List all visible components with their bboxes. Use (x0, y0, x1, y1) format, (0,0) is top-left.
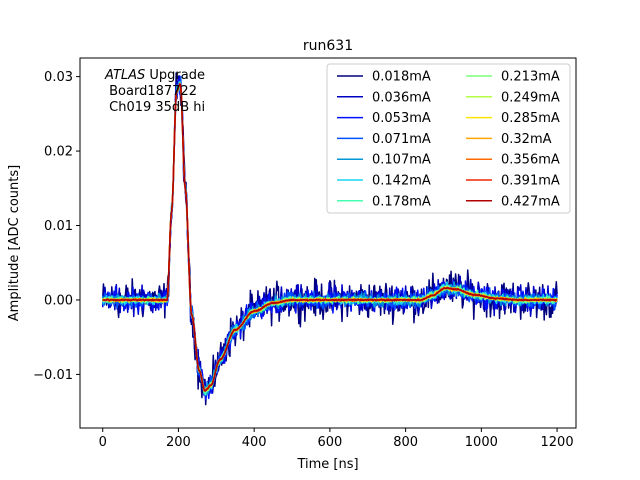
plot-frame (79, 57, 577, 429)
legend-item: 0.178mA (337, 194, 431, 209)
legend-label: 0.142mA (372, 174, 431, 189)
x-tick-label: 400 (242, 435, 267, 450)
x-tick-label: 1200 (541, 435, 574, 450)
legend-item: 0.142mA (337, 174, 431, 189)
legend-label: 0.356mA (501, 153, 560, 168)
legend-item: 0.107mA (337, 153, 431, 168)
legend-label: 0.249mA (501, 90, 560, 105)
legend-label: 0.285mA (501, 111, 560, 126)
legend-label: 0.071mA (372, 132, 431, 147)
series-layer (101, 72, 558, 406)
annotation-line3: Ch019 35dB hi (105, 100, 205, 115)
experiment-annotation: ATLAS Upgrade Board187722 Ch019 35dB hi (104, 68, 205, 115)
legend-label: 0.32mA (501, 132, 552, 147)
legend-item: 0.036mA (337, 90, 431, 105)
y-axis: −0.01 0.00 0.01 0.02 0.03 (33, 70, 80, 383)
legend-item: 0.213mA (466, 70, 560, 85)
y-tick-label: 0.02 (44, 145, 73, 160)
annotation-line2: Board187722 (105, 84, 197, 99)
annotation-experiment: ATLAS (104, 68, 145, 83)
legend: 0.018mA 0.036mA 0.053mA 0.071mA 0.107mA 0.142… (326, 63, 571, 214)
legend-item: 0.356mA (466, 153, 560, 168)
x-axis: 0 200 400 600 800 1000 1200 (99, 428, 574, 450)
legend-item: 0.427mA (466, 194, 560, 209)
legend-label: 0.053mA (372, 111, 431, 126)
legend-item: 0.249mA (466, 90, 560, 105)
x-tick-label: 800 (393, 435, 418, 450)
legend-label: 0.391mA (501, 174, 560, 189)
x-tick-label: 200 (166, 435, 191, 450)
legend-label: 0.427mA (501, 194, 560, 209)
annotation-experiment-suffix: Upgrade (145, 68, 205, 83)
legend-item: 0.018mA (337, 70, 431, 85)
legend-label: 0.018mA (372, 70, 431, 85)
legend-label: 0.213mA (501, 70, 560, 85)
y-axis-label: Amplitude [ADC counts] (7, 165, 22, 321)
legend-frame (326, 63, 571, 214)
series-line-0.427mA (102, 82, 558, 392)
y-tick-label: 0.03 (44, 70, 73, 85)
legend-label: 0.178mA (372, 194, 431, 209)
y-tick-label: 0.01 (44, 219, 73, 234)
annotation-line1: ATLAS Upgrade (104, 68, 205, 83)
x-tick-label: 1000 (465, 435, 498, 450)
legend-item: 0.053mA (337, 111, 431, 126)
x-axis-label: Time [ns] (296, 457, 358, 472)
y-tick-label: −0.01 (33, 368, 73, 383)
legend-label: 0.036mA (372, 90, 431, 105)
x-tick-label: 0 (99, 435, 107, 450)
legend-label: 0.107mA (372, 153, 431, 168)
legend-item: 0.391mA (466, 174, 560, 189)
y-tick-label: 0.00 (44, 293, 73, 308)
chart-title: run631 (303, 38, 353, 54)
legend-item: 0.071mA (337, 132, 431, 147)
legend-item: 0.285mA (466, 111, 560, 126)
legend-item: 0.32mA (466, 132, 552, 147)
x-tick-label: 600 (317, 435, 342, 450)
